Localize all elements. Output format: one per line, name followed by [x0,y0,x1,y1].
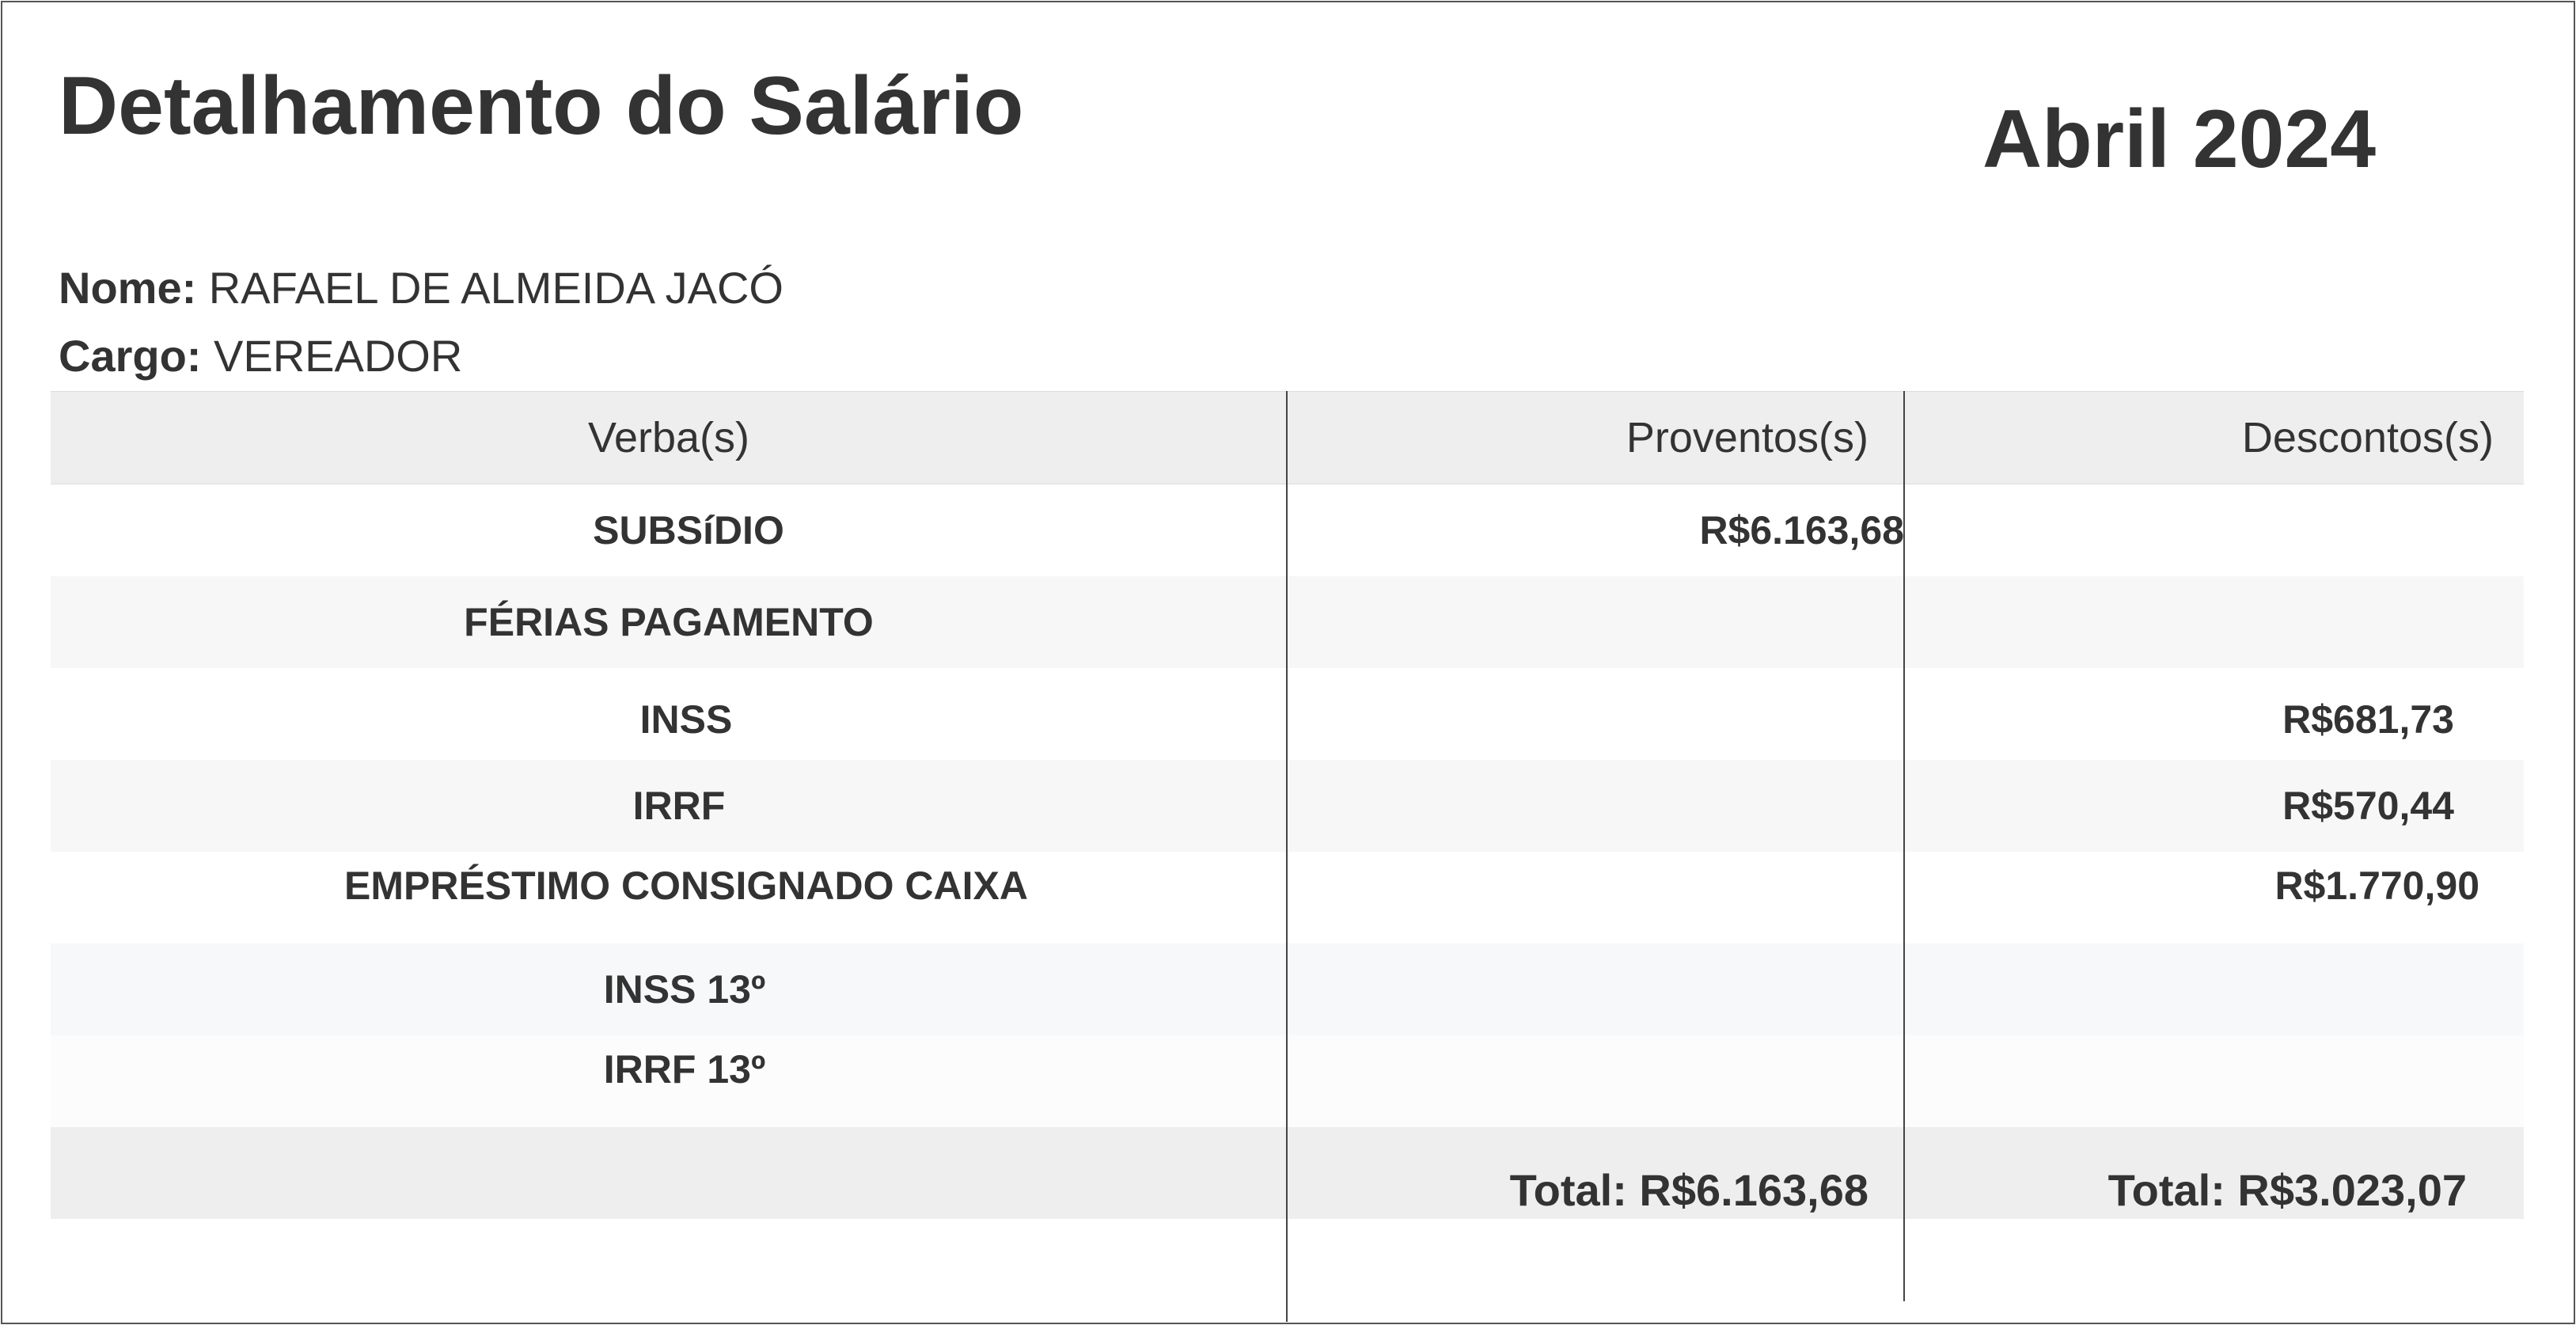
period-label: Abril 2024 [1982,93,2377,185]
verba-cell: EMPRÉSTIMO CONSIGNADO CAIXA [344,864,1028,908]
verba-cell: SUBSíDIO [593,508,784,552]
proventos-cell [1287,668,1904,760]
descontos-cell: R$681,73 [2282,697,2454,742]
total-proventos: Total: R$6.163,68 [1509,1164,1868,1215]
proventos-cell [1287,576,1904,668]
column-header-proventos: Proventos(s) [1626,414,1868,461]
employee-role: Cargo: VEREADOR [59,334,462,378]
proventos-cell [1287,943,1904,1035]
column-header-descontos: Descontos(s) [2241,414,2494,461]
employee-name: Nome: RAFAEL DE ALMEIDA JACÓ [59,266,783,310]
proventos-cell [1287,760,1904,852]
verba-cell: IRRF 13º [603,1047,766,1092]
descontos-cell: R$570,44 [2282,784,2454,828]
verba-cell: INSS [639,697,733,742]
column-divider [1903,391,1905,1301]
name-value: RAFAEL DE ALMEIDA JACÓ [208,263,783,313]
name-label: Nome: [59,263,197,313]
proventos-cell: R$6.163,68 [1699,508,1904,552]
column-divider [1286,391,1288,1322]
totals-label-cell [51,1127,1287,1219]
role-value: VEREADOR [214,331,463,381]
descontos-cell [1904,484,2524,576]
proventos-cell [1287,1035,1904,1127]
verba-cell: FÉRIAS PAGAMENTO [464,600,874,644]
total-descontos: Total: R$3.023,07 [2107,1164,2467,1215]
descontos-cell [1904,576,2524,668]
verba-cell: IRRF [632,784,726,828]
descontos-cell [1904,1035,2524,1127]
proventos-cell [1287,852,1904,943]
role-label: Cargo: [59,331,202,381]
verba-cell: INSS 13º [603,967,766,1012]
column-header-verba: Verba(s) [587,414,750,461]
page-title: Detalhamento do Salário [59,60,1024,152]
descontos-cell: R$1.770,90 [2274,864,2479,908]
descontos-cell [1904,943,2524,1035]
